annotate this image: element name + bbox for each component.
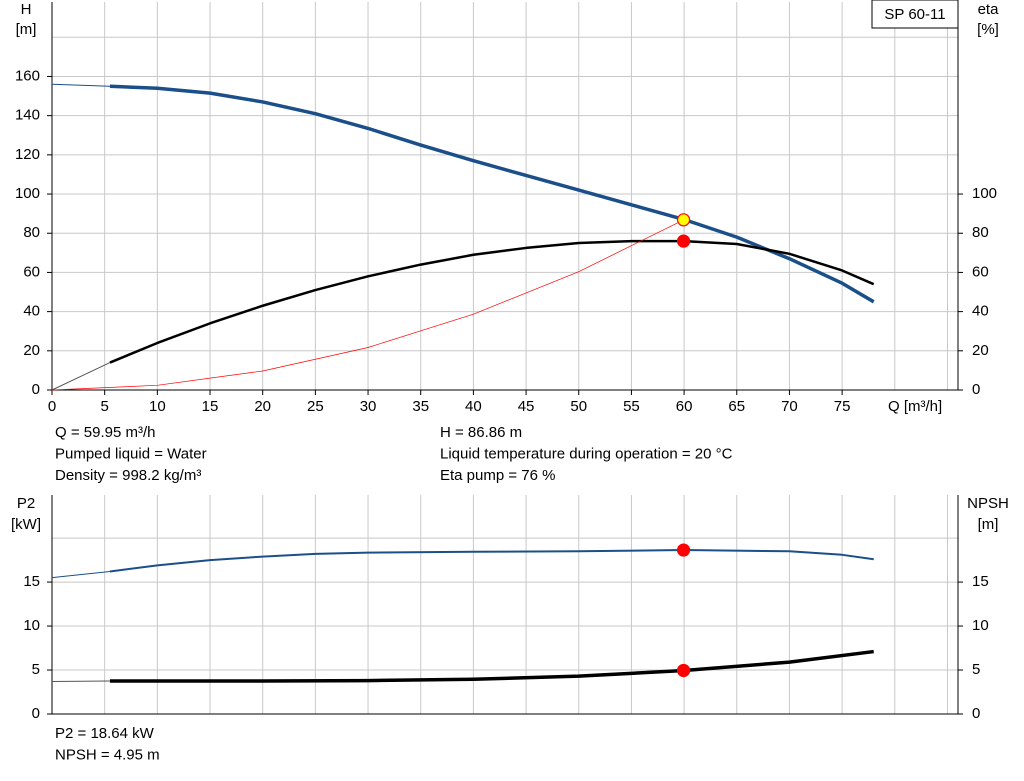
curve	[51, 219, 685, 391]
y2-tick-label: 0	[972, 381, 980, 398]
info-text: Liquid temperature during operation = 20…	[440, 445, 733, 462]
y2-tick-label: 15	[972, 573, 989, 590]
operating-point	[676, 543, 691, 557]
info-text: Pumped liquid = Water	[55, 445, 207, 462]
y2-tick-label: 60	[972, 263, 989, 280]
y-tick-label: 80	[23, 224, 40, 241]
y-tick-label: 5	[32, 661, 40, 678]
info-text: H = 86.86 m	[440, 424, 522, 441]
x-tick-label: 60	[676, 398, 693, 415]
y2-tick-label: 0	[972, 705, 980, 722]
y2-tick-label: 20	[972, 342, 989, 359]
info-text: P2 = 18.64 kW	[55, 725, 155, 742]
y2-axis-label: eta	[978, 1, 1000, 18]
operating-point	[676, 234, 691, 248]
x-tick-label: 65	[728, 398, 745, 415]
info-text: NPSH = 4.95 m	[55, 746, 160, 763]
y-tick-label: 15	[23, 573, 40, 590]
y2-tick-label: 10	[972, 617, 989, 634]
curve	[51, 362, 111, 391]
x-tick-label: 70	[781, 398, 798, 415]
x-axis-label: Q [m³/h]	[888, 398, 942, 415]
info-text: Density = 998.2 kg/m³	[55, 467, 201, 484]
y-tick-label: 100	[15, 185, 40, 202]
x-tick-label: 5	[101, 398, 109, 415]
x-tick-label: 0	[48, 398, 56, 415]
y-tick-label: 20	[23, 342, 40, 359]
legend-box	[871, 0, 959, 29]
y2-axis-label: [m]	[978, 516, 999, 533]
x-tick-label: 75	[834, 398, 851, 415]
x-tick-label: 25	[307, 398, 324, 415]
x-tick-label: 55	[623, 398, 640, 415]
operating-point	[676, 213, 691, 227]
y-tick-label: 140	[15, 107, 40, 124]
y2-axis-label: NPSH	[967, 495, 1009, 512]
y2-tick-label: 40	[972, 303, 989, 320]
x-tick-label: 45	[518, 398, 535, 415]
y-tick-label: 10	[23, 617, 40, 634]
y-tick-label: 60	[23, 263, 40, 280]
y-tick-label: 0	[32, 381, 40, 398]
operating-point	[676, 663, 691, 678]
y2-tick-label: 80	[972, 224, 989, 241]
curve	[51, 571, 110, 579]
x-tick-label: 50	[570, 398, 587, 415]
y-axis-label: [kW]	[11, 516, 41, 533]
x-tick-label: 40	[465, 398, 482, 415]
y-tick-label: 0	[32, 705, 40, 722]
y2-axis-label: [%]	[977, 21, 999, 38]
curve	[109, 549, 874, 573]
curve	[109, 649, 874, 683]
y-axis-label: P2	[17, 495, 35, 512]
x-tick-label: 15	[202, 398, 219, 415]
legend-label: SP 60-11	[884, 6, 945, 23]
y-tick-label: 40	[23, 303, 40, 320]
info-text: Eta pump = 76 %	[440, 467, 556, 484]
y-axis-label: [m]	[16, 21, 37, 38]
y-axis-label: H	[21, 1, 32, 18]
y2-tick-label: 100	[972, 185, 997, 202]
x-tick-label: 20	[254, 398, 271, 415]
y2-tick-label: 5	[972, 661, 980, 678]
y-tick-label: 120	[15, 146, 40, 163]
info-text: Q = 59.95 m³/h	[55, 424, 155, 441]
curve	[51, 83, 110, 87]
x-tick-label: 10	[149, 398, 166, 415]
curve	[109, 239, 875, 364]
y-tick-label: 160	[15, 67, 40, 84]
x-tick-label: 35	[412, 398, 429, 415]
x-tick-label: 30	[360, 398, 377, 415]
